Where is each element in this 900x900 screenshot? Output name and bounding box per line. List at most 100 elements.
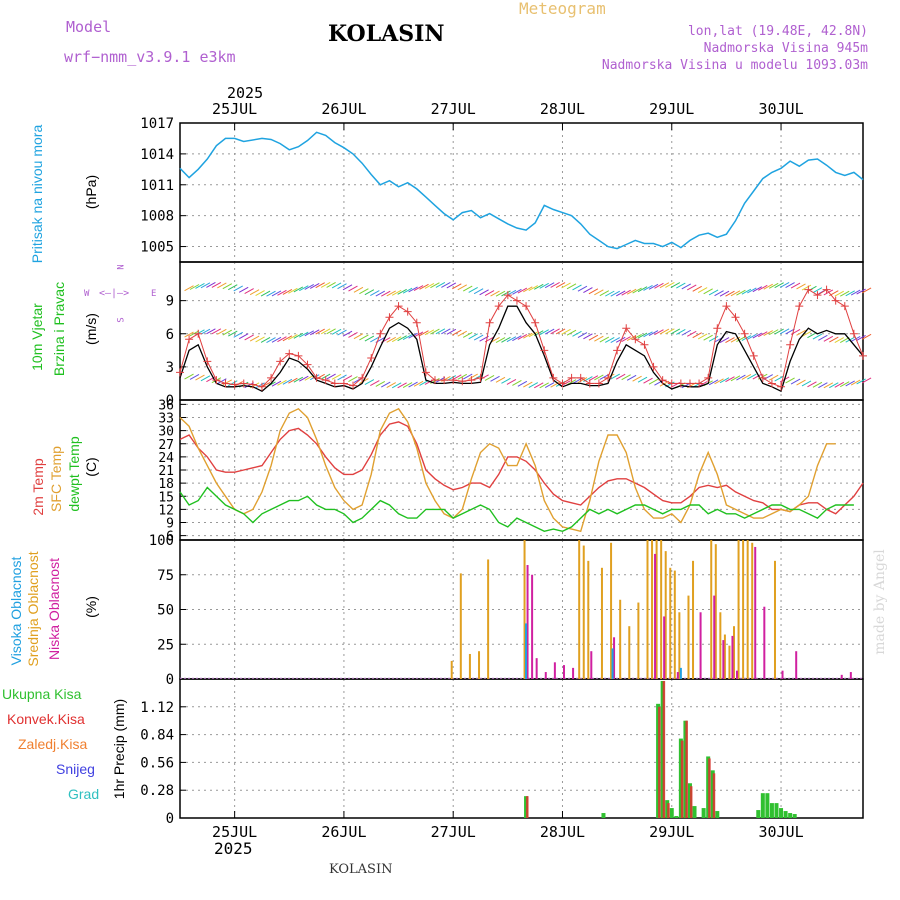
wind-barb [850,289,861,296]
wind-barb [588,334,599,341]
precip-ytick-label: 0.56 [140,755,174,771]
wind-barb [681,329,692,336]
cloud-bar-low [754,546,757,679]
cloud-bar-high [679,667,682,679]
wind-gust-marker [503,291,512,300]
wind-barb [211,328,222,335]
wind-gust-marker [330,379,339,388]
wind-barb [391,382,402,389]
wind-barb [217,328,227,335]
wind-gust-marker [339,379,348,388]
wind-barb [643,284,653,291]
wind-barb [501,336,511,343]
wind-barb [763,330,773,336]
wind-barb [452,283,462,290]
wind-barb [462,285,473,292]
wind-barb [654,282,664,289]
wind-barb [577,285,588,292]
wind-barb [539,282,549,289]
wind-gust-marker [777,382,786,391]
cloud-bar-mid [751,542,754,679]
wind-gust-marker [758,373,767,382]
cloud-bar-mid [742,540,745,679]
day-label-bottom: 28JUL [540,823,585,841]
cloud-ytick-label: 100 [149,533,174,549]
wind-barb [621,336,631,343]
wind-gust-marker [376,329,385,338]
wind-barb [572,284,582,291]
wind-barb [288,377,298,384]
precip-frame [179,678,864,819]
wind-barb [539,382,549,389]
wind-gust-marker [367,354,376,363]
wind-barb [599,290,610,297]
wind-barb [195,374,205,381]
wind-barb [200,375,211,382]
cloud-bar-low [676,672,679,679]
precip-bar-convective [685,720,688,818]
temp-ytick-label: 27 [158,438,174,453]
model-name: wrf−nmm_v3.9.1 e3km [64,48,236,66]
wind-barb [544,382,555,389]
temp-2m-line [179,421,864,515]
wind-barb [490,290,500,297]
cloud-ytick-label: 25 [157,637,174,653]
wind-gust-marker [403,307,412,316]
wind-barb [583,333,593,340]
year-bottom: 2025 [214,839,253,858]
precip-bar-convective [658,706,661,818]
cloud-bar-mid [651,540,654,679]
wind-barb [299,331,309,338]
wind-barb [222,329,233,336]
wind-barb [364,289,375,296]
wind-barb [200,328,211,335]
wind-barb [839,337,850,343]
wind-barb [342,330,353,337]
wind-gust-marker [449,376,458,385]
cloud-bar-mid [728,645,731,679]
wind-barb [665,328,675,335]
year-top: 2025 [227,84,264,102]
wind-barb [829,382,839,389]
cloud-bar-low [544,672,547,679]
wind-barb [348,376,358,382]
cloud-bar-low [713,595,716,679]
wind-barb [452,374,462,381]
wind-gust-marker [613,346,622,355]
wind-barb [255,336,265,343]
pressure-ytick-label: 1014 [140,147,174,163]
precip-bar-total [601,813,606,818]
wind-barb [785,328,795,335]
wind-barb [741,288,752,295]
wind-gust-marker [230,380,239,389]
wind-barb [364,335,375,342]
cloud-bar-mid [628,626,631,679]
wind-barb [632,375,642,382]
wind-barb [473,288,484,295]
wind-barb [577,332,588,338]
wind-gust-marker [185,335,194,344]
wind-gust-marker [394,302,403,311]
wind-barb [785,282,795,288]
precip-bar-convective [526,796,529,818]
wind-barb [408,286,418,293]
wind-barb [719,290,730,297]
precip-bar-convective [689,786,693,818]
wind-barb [326,282,336,288]
wind-barb [435,281,446,288]
wind-barb [648,378,659,385]
wind-barb [637,286,648,293]
wind-barb [670,328,681,335]
wind-barb [708,335,719,342]
wind-barb [490,375,500,382]
cloud-bar-mid [746,540,749,679]
wind-barb [790,378,801,385]
wind-barb [796,329,806,336]
wind-barb [839,381,850,388]
wind-barb [381,381,391,388]
wind-barb [856,378,866,385]
cloud-bar-mid [637,602,640,679]
wind-barb [829,336,839,343]
wind-gust-marker [430,376,439,385]
wind-barb [249,289,260,296]
